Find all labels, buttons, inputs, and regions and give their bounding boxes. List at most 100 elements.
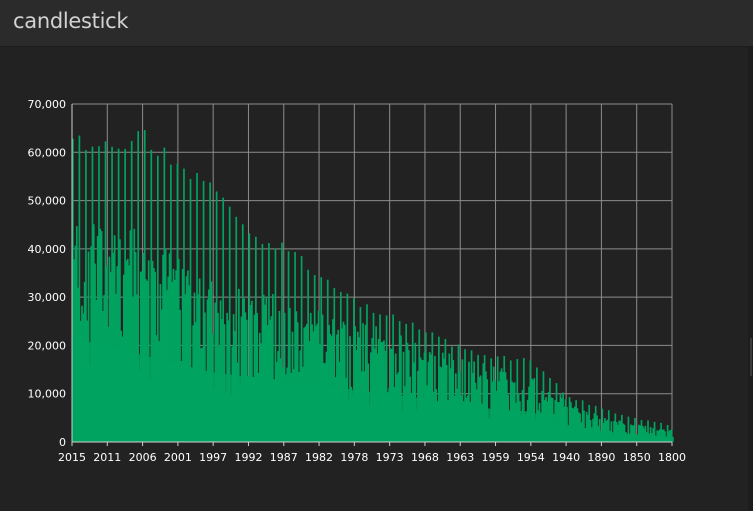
candle-bar: [333, 288, 336, 442]
candle-bar: [171, 281, 174, 442]
candle-bar: [341, 328, 343, 442]
candle-bar: [638, 424, 640, 442]
candle-bar: [598, 418, 601, 442]
candle-bar: [536, 367, 538, 442]
scrollbar-thumb[interactable]: [750, 338, 752, 376]
candle-bar: [196, 173, 198, 443]
candle-bar: [342, 321, 345, 442]
y-tick-label: 60,000: [28, 146, 67, 159]
candle-bar: [464, 349, 466, 442]
candle-bar: [176, 163, 179, 442]
candle-bar: [337, 329, 340, 442]
candle-bar: [326, 279, 329, 442]
candle-bar: [407, 350, 410, 442]
candle-bar: [423, 352, 426, 442]
candle-bar: [167, 276, 170, 442]
candle-bar: [129, 230, 132, 442]
candle-bar: [353, 298, 355, 442]
candle-bar: [568, 396, 571, 442]
candle-bar: [634, 418, 636, 442]
x-tick-label: 1982: [305, 451, 333, 464]
candle-bar: [477, 354, 479, 442]
candle-bar: [572, 408, 575, 442]
candle-bar: [500, 368, 503, 442]
candle-bar: [594, 405, 597, 442]
candle-bar: [593, 413, 596, 442]
candle-bar: [451, 346, 453, 442]
candle-bar: [172, 268, 175, 442]
y-tick-label: 70,000: [28, 98, 67, 111]
candle-bar: [112, 252, 115, 442]
candle-bar: [243, 298, 245, 442]
candle-bar: [274, 248, 277, 442]
candle-bar: [470, 350, 473, 442]
candle-bar: [483, 355, 486, 442]
x-tick-label: 1968: [411, 451, 439, 464]
candle-bar: [604, 418, 606, 442]
candle-bar: [358, 337, 360, 442]
candle-bar: [564, 399, 567, 442]
candle-bar: [265, 297, 268, 442]
candle-bar: [661, 429, 664, 442]
candle-bar: [405, 323, 408, 442]
candle-bar: [181, 268, 184, 442]
candle-bar: [575, 400, 577, 442]
candle-bar: [601, 408, 604, 442]
y-axis-labels: 70,000 60,000 50,000 40,000 30,000 20,000 10,0…: [28, 98, 67, 449]
candle-bar: [499, 371, 502, 442]
candle-bar: [162, 254, 164, 442]
candle-bar: [214, 302, 217, 442]
candle-bar: [562, 392, 564, 442]
candle-bar: [185, 276, 188, 442]
candle-bar: [630, 424, 632, 442]
candle-bar: [375, 326, 377, 442]
candle-bar: [482, 363, 485, 442]
candle-bar: [444, 339, 447, 442]
candle-bar: [207, 289, 210, 442]
candle-bar: [189, 179, 192, 442]
candle-bar: [414, 342, 417, 442]
candle-bar: [283, 312, 286, 442]
candle-bar: [533, 378, 536, 442]
candle-bar: [585, 411, 588, 442]
candle-bar: [119, 239, 121, 442]
candle-bar: [177, 258, 180, 442]
candle-bar: [443, 358, 445, 442]
candle-bar: [430, 354, 432, 442]
x-tick-label: 1954: [517, 451, 545, 464]
candle-bar: [193, 292, 196, 442]
panel-title: candlestick: [13, 9, 129, 33]
candle-bar: [99, 228, 102, 442]
candle-bar: [75, 226, 78, 442]
candle-bar: [468, 361, 470, 442]
candle-bar: [559, 394, 562, 442]
candle-bar: [641, 425, 644, 442]
x-tick-label: 1978: [340, 451, 368, 464]
candle-bar: [658, 429, 661, 442]
candle-bar: [652, 428, 655, 442]
candle-bar: [151, 260, 154, 442]
candle-bar: [438, 336, 440, 442]
candle-bar: [261, 243, 264, 442]
x-tick-label: 2015: [58, 451, 86, 464]
panel-header: candlestick: [0, 0, 753, 47]
candle-bar: [555, 383, 558, 442]
candle-bar: [262, 294, 265, 442]
candle-bar: [147, 260, 150, 442]
candle-bar: [406, 342, 409, 442]
candle-bar: [398, 321, 401, 442]
candle-bar: [362, 323, 364, 442]
candle-bar: [532, 379, 534, 442]
candle-bar: [473, 361, 476, 442]
candle-bar: [530, 378, 533, 442]
candle-bar: [154, 271, 157, 442]
candle-bar: [134, 252, 137, 442]
candle-bar: [92, 224, 95, 442]
candle-bar: [309, 313, 312, 442]
candle-bar: [448, 353, 451, 442]
candle-bar: [653, 421, 656, 442]
y-tick-label: 0: [59, 436, 66, 449]
candle-bar: [621, 414, 623, 442]
x-tick-label: 1800: [658, 451, 686, 464]
candle-bar: [332, 319, 334, 442]
